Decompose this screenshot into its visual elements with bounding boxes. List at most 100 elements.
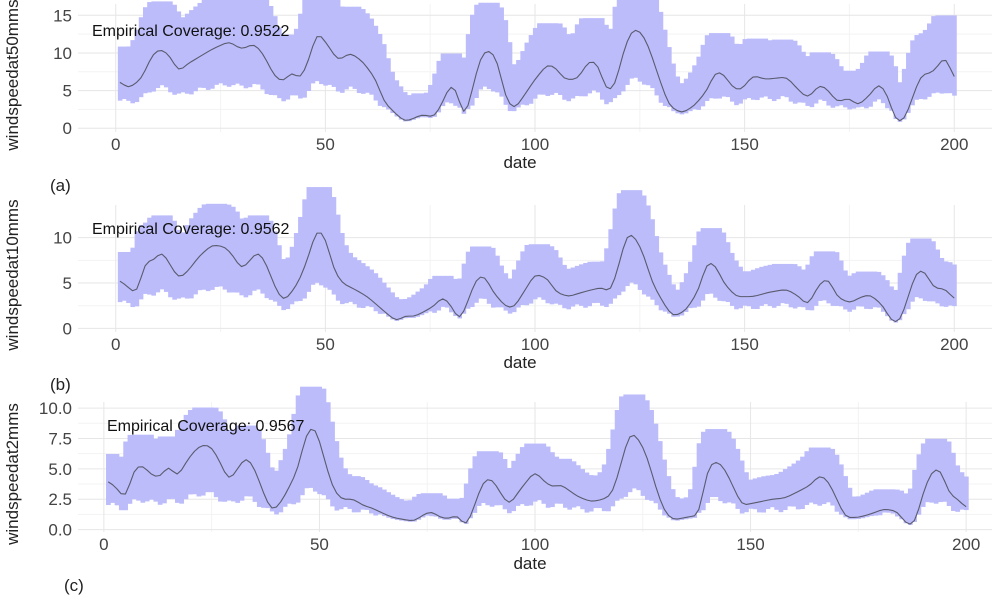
panel-a-ticks: 0 50 100 150 200 0 5 10 15 (53, 6, 968, 154)
panel-b-xtick-label: 100 (521, 335, 549, 354)
panel-a-interval-bar (465, 34, 471, 110)
panel-b-interval-bar (855, 271, 861, 307)
panel-b-interval-bar (231, 206, 236, 293)
panel-c-interval-bar (373, 485, 379, 516)
panel-b-interval-bar (771, 263, 777, 308)
panel-a-interval-bar (763, 38, 769, 97)
panel-c-interval-bar (666, 476, 672, 518)
panel-c-interval-bar (800, 456, 805, 510)
panel-a-interval-bar (927, 23, 932, 97)
panel-c-interval-bar (895, 489, 900, 517)
panel-a-interval-bar (767, 40, 773, 99)
panel-c-interval-bar (106, 453, 111, 506)
panel-a-interval-bar (809, 52, 815, 108)
panel-a-interval-bar (570, 33, 576, 99)
panel-b-interval-bar (868, 271, 873, 310)
panel-a-interval-bar (398, 86, 404, 120)
panel-c-interval-bar (114, 453, 120, 506)
panel-b-interval-bar (864, 271, 869, 309)
panel-a-interval-bar (591, 18, 597, 91)
panel-a-interval-bar (952, 15, 957, 96)
panel-c-interval-bar (653, 423, 659, 504)
panel-a-interval-bar (537, 23, 542, 95)
panel-a-interval-bar (268, 6, 274, 95)
panel-c-interval-bar (472, 456, 478, 513)
panel-c-interval-bar (748, 479, 754, 509)
panel-b-interval-bar (532, 244, 538, 300)
panel-a-interval-bar (243, 0, 249, 89)
panel-c-interval-bar (670, 489, 676, 521)
panel-b-ytick-label: 10 (53, 229, 72, 248)
panel-c-interval-bar (506, 467, 512, 514)
panel-a-interval-bar (947, 15, 953, 94)
panel-c-interval-bar (912, 469, 917, 522)
panel-c-interval-bar (735, 448, 741, 509)
panel-b-interval-bar (675, 289, 681, 317)
panel-a-interval-bar (692, 65, 697, 110)
panel-b-interval-bar (289, 246, 295, 305)
panel-a-interval-bar (776, 39, 781, 100)
panel-b-interval-bar (507, 278, 513, 314)
panel-a-interval-bar (545, 23, 551, 96)
panel-c-interval-bar (640, 394, 646, 496)
panel-b-interval-bar (159, 215, 165, 290)
panel-b-interval-bar (818, 251, 823, 301)
panel-b-interval-bar (776, 263, 781, 306)
panel-a-interval-bar (792, 40, 798, 104)
panel-b-interval-bar (579, 264, 584, 306)
panel-c-interval-bar (882, 489, 887, 513)
panel-a-interval-bar (490, 2, 496, 92)
panel-c-xtick-label: 0 (99, 535, 108, 554)
panel-c-interval-bar (252, 425, 258, 502)
panel-a-interval-bar (201, 0, 207, 88)
panel-a-interval-bar (184, 13, 190, 94)
panel-c-interval-bar (679, 498, 685, 520)
panel-a-interval-bar (159, 1, 165, 86)
panel-b-interval-bar (763, 265, 769, 305)
panel-c-interval-bar (554, 456, 560, 504)
panel-a-interval-bar (755, 38, 760, 101)
panel-b-label: (b) (50, 375, 71, 394)
panel-a-interval-bar (310, 0, 316, 84)
panel-a-interval-bar (369, 18, 374, 95)
panel-c-interval-bar (205, 407, 210, 493)
panel-c-interval-bar (938, 438, 943, 503)
panel-a-interval-bar (256, 0, 261, 85)
panel-c-interval-bar (890, 489, 896, 514)
panel-b-interval-bar (184, 225, 190, 299)
panel-a-interval-bar (168, 1, 173, 93)
panel-a-interval-bar (709, 33, 714, 99)
panel-b-interval-bar (671, 284, 676, 317)
panel-b-interval-bar (922, 238, 928, 301)
panel-b-interval-bar (428, 278, 433, 312)
panel-a-ytick-label: 0 (63, 119, 72, 138)
panel-a-interval-bar (214, 0, 219, 85)
panel-b-interval-bar (147, 217, 152, 295)
panel-c-interval-bar (903, 493, 909, 524)
panel-a-interval-bar (252, 0, 257, 85)
panel-a-interval-bar (855, 68, 861, 108)
panel-b-interval-bar (319, 187, 324, 286)
panel-b-interval-bar (805, 264, 811, 311)
panel-c-interval-bar (334, 441, 340, 511)
panel-b-interval-bar (914, 238, 920, 298)
panel-c-interval-bar (278, 460, 284, 513)
panel-c-interval-bar (438, 493, 443, 519)
panel-a-series-line (119, 29, 955, 122)
panel-b-interval-bar (499, 265, 504, 308)
panel-c-interval-bar (933, 438, 939, 504)
panel-b-interval-bar (285, 257, 291, 310)
panel-c-interval-bar (136, 434, 141, 501)
panel-b-interval-bar (503, 273, 509, 311)
panel-a-interval-bar (696, 56, 702, 110)
panel-b-interval-bar (516, 260, 521, 308)
panel-b-interval-bar (918, 238, 924, 299)
panel-b-interval-bar (897, 272, 903, 321)
panel-b-series-line (119, 232, 955, 323)
panel-c-interval-bar (856, 496, 861, 519)
panel-a-interval-bar (306, 0, 312, 92)
panel-b-interval-bar (562, 264, 567, 309)
panel-b-interval-bar (591, 261, 597, 304)
panel-b-interval-bar (797, 266, 802, 307)
panel-a-interval-bar (721, 33, 727, 97)
